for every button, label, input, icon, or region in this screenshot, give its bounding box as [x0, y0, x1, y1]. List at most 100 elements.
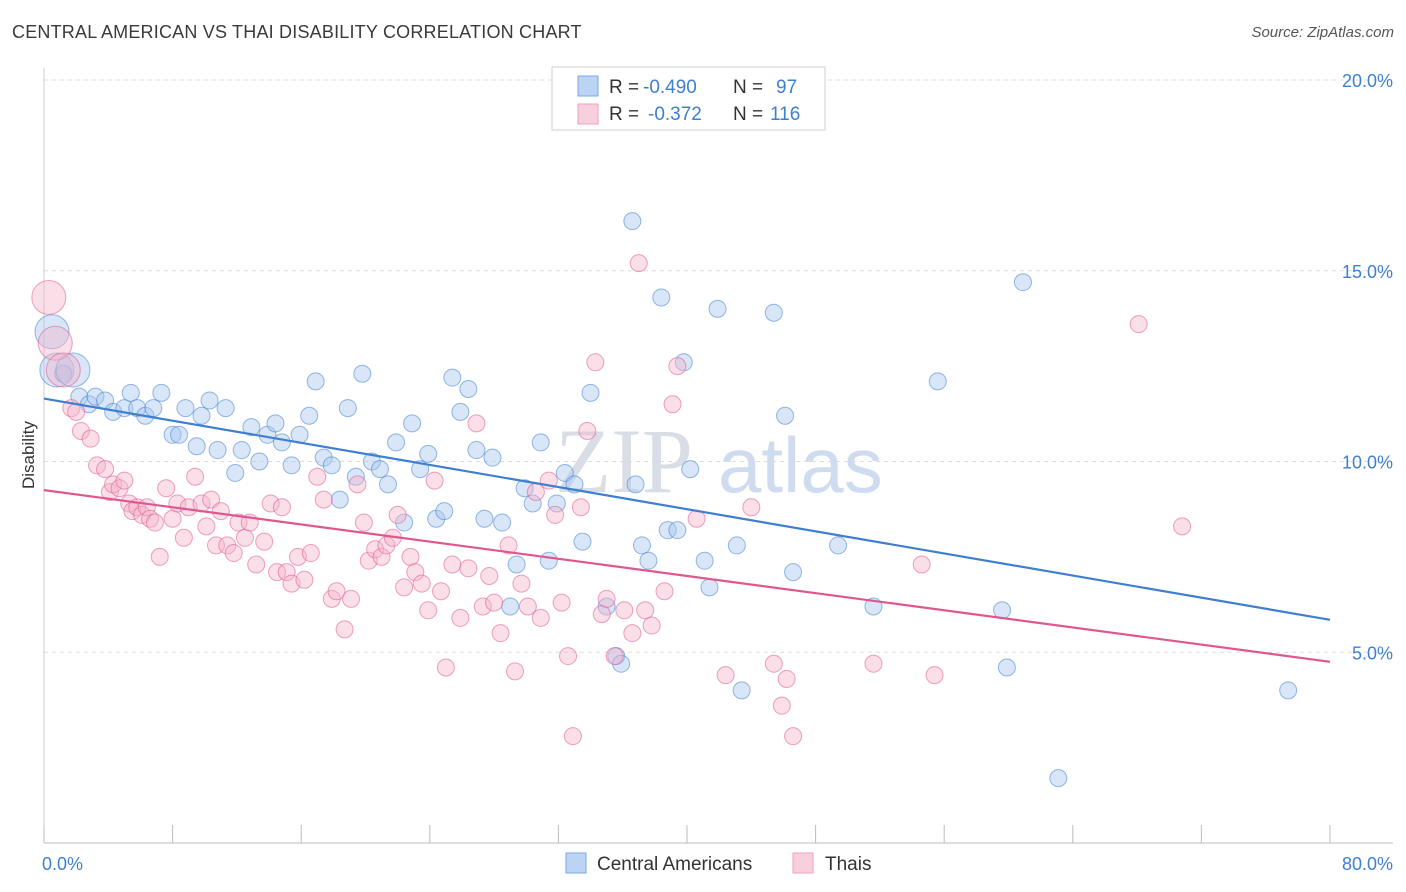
thai-point-80	[518, 597, 537, 616]
thai-point-39	[261, 494, 280, 513]
central-american-point-84	[732, 681, 751, 700]
thai-point-57	[372, 547, 391, 566]
central-american-point-6	[86, 387, 105, 406]
central-american-point-23	[226, 463, 245, 482]
thai-point-32	[218, 536, 237, 555]
thai-point-63	[406, 563, 425, 582]
legend-n-label-1: N =	[733, 77, 763, 98]
central-american-point-83	[727, 536, 746, 555]
thai-point-107	[777, 669, 796, 688]
central-american-point-73	[632, 536, 651, 555]
central-american-point-26	[250, 452, 269, 471]
thai-point-89	[578, 421, 597, 440]
y-tick-label-0: 5.0%	[1352, 643, 1393, 663]
thai-point-97	[636, 601, 655, 620]
axes	[43, 68, 1393, 844]
central-american-point-72	[626, 475, 645, 494]
central-american-point-21	[208, 441, 227, 460]
central-american-point-35	[322, 456, 341, 475]
thai-point-62	[401, 547, 420, 566]
thai-point-53	[348, 475, 367, 494]
thai-point-54	[354, 513, 373, 532]
legend-r-label-2: R =	[609, 104, 639, 125]
thai-point-108	[784, 727, 803, 746]
thai-point-2	[45, 352, 81, 388]
central-american-trend-line	[43, 397, 1331, 621]
thai-point-37	[247, 555, 266, 574]
thai-point-84	[546, 505, 565, 524]
central-american-point-60	[523, 494, 542, 513]
central-american-point-2	[54, 364, 73, 383]
central-american-point-61	[531, 433, 550, 452]
bottom-legend-swatch-thais	[792, 852, 814, 874]
central-american-point-3	[55, 352, 91, 388]
bottom-legend-label-central-americans: Central Americans	[597, 854, 752, 875]
thai-point-65	[419, 601, 438, 620]
central-american-point-50	[443, 368, 462, 387]
central-american-point-44	[395, 513, 414, 532]
central-american-point-85	[764, 303, 783, 322]
central-american-point-20	[200, 391, 219, 410]
central-american-point-36	[330, 490, 349, 509]
central-american-point-94	[1049, 769, 1068, 788]
thai-point-52	[342, 589, 361, 608]
data-points	[31, 212, 1298, 788]
thai-point-101	[668, 357, 687, 376]
y-tick-label-2: 15.0%	[1342, 262, 1393, 282]
central-american-point-52	[459, 380, 478, 399]
central-american-point-70	[612, 654, 631, 673]
central-american-point-47	[419, 444, 438, 463]
thai-point-95	[623, 624, 642, 643]
legend-swatch-thais	[577, 103, 599, 125]
thai-point-33	[224, 544, 243, 563]
thai-point-0	[31, 279, 67, 315]
thai-point-104	[742, 498, 761, 517]
thai-point-66	[425, 471, 444, 490]
thai-point-100	[663, 395, 682, 414]
thai-point-48	[314, 490, 333, 509]
thai-point-69	[443, 555, 462, 574]
thai-point-71	[459, 559, 478, 578]
central-american-point-67	[581, 383, 600, 402]
central-american-point-56	[493, 513, 512, 532]
x-tick-label-0: 0.0%	[42, 854, 83, 874]
central-american-point-18	[187, 437, 206, 456]
thai-point-103	[716, 666, 735, 685]
x-tick-labels: 0.0% 80.0%	[42, 854, 1393, 874]
central-american-point-76	[658, 521, 677, 540]
thai-point-50	[327, 582, 346, 601]
thai-point-61	[395, 578, 414, 597]
thai-point-60	[388, 505, 407, 524]
legend-n-value-1: 97	[776, 77, 797, 98]
thai-point-94	[615, 601, 634, 620]
central-american-point-38	[346, 467, 365, 486]
thai-point-1	[37, 325, 73, 361]
central-american-point-17	[176, 399, 195, 418]
thai-point-20	[150, 547, 169, 566]
chart-title: CENTRAL AMERICAN VS THAI DISABILITY CORR…	[12, 22, 582, 42]
thai-point-38	[255, 532, 274, 551]
thai-point-74	[480, 566, 499, 585]
thai-point-67	[432, 582, 451, 601]
thai-point-72	[467, 414, 486, 433]
thai-point-24	[174, 528, 193, 547]
correlation-legend: R = -0.490 N = 97 R = -0.372 N = 116	[551, 66, 826, 131]
thai-point-86	[559, 647, 578, 666]
central-american-point-92	[997, 658, 1016, 677]
thai-trend-line	[43, 489, 1331, 663]
thai-point-85	[552, 593, 571, 612]
central-american-point-54	[475, 509, 494, 528]
central-american-point-58	[507, 555, 526, 574]
thai-point-22	[163, 509, 182, 528]
thai-point-109	[864, 654, 883, 673]
y-tick-labels: 5.0% 10.0% 15.0% 20.0%	[1342, 71, 1393, 663]
thai-point-40	[268, 563, 287, 582]
thai-point-8	[96, 460, 115, 479]
thai-point-93	[605, 647, 624, 666]
thai-point-91	[592, 605, 611, 624]
thai-point-56	[366, 540, 385, 559]
central-american-point-55	[483, 448, 502, 467]
central-american-point-24	[232, 441, 251, 460]
central-american-point-59	[515, 479, 534, 498]
central-american-point-30	[282, 456, 301, 475]
